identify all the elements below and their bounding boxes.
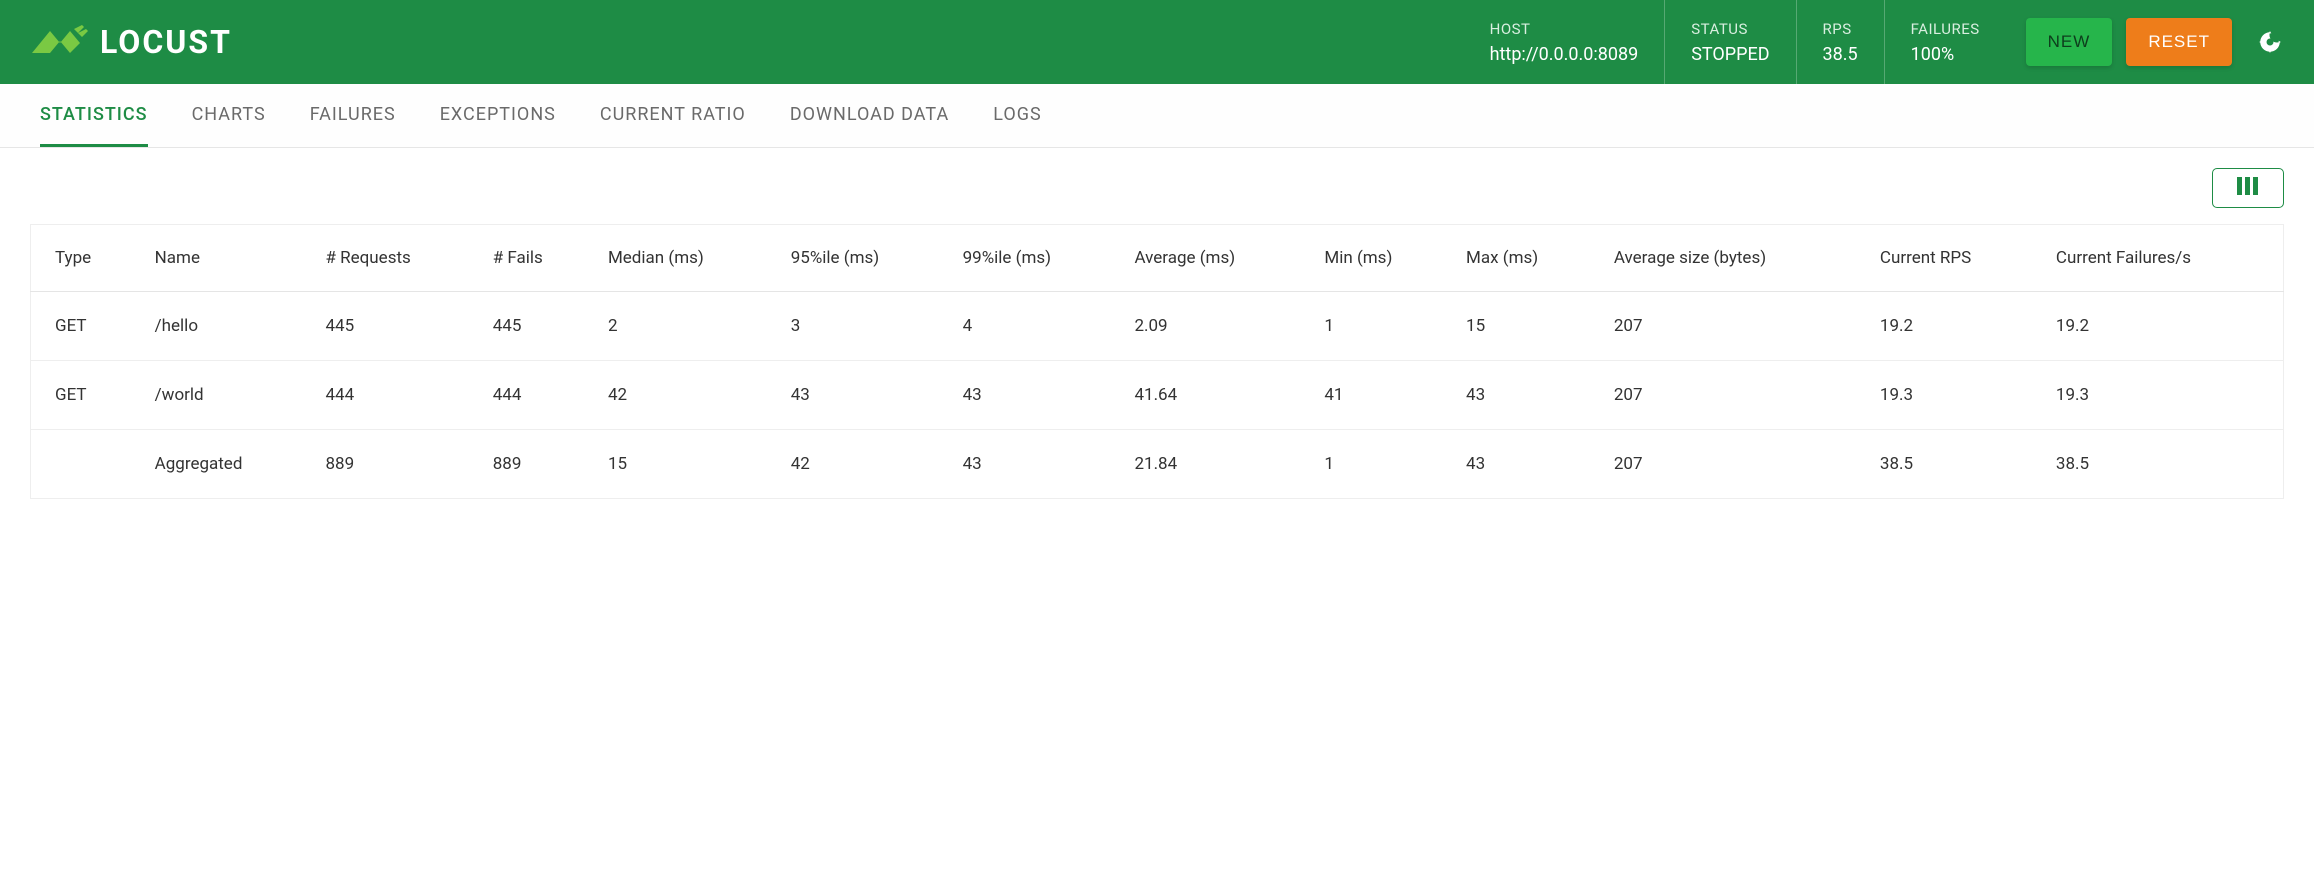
col-min[interactable]: Min (ms) [1310,225,1452,292]
stat-status: STATUS STOPPED [1665,0,1796,84]
stat-rps: RPS 38.5 [1797,0,1885,84]
cell-type: GET [31,292,141,361]
cell-current_rps: 38.5 [1866,430,2042,499]
stat-host-label: HOST [1490,20,1639,38]
stat-status-value: STOPPED [1691,44,1769,65]
col-requests[interactable]: # Requests [311,225,478,292]
tab-failures[interactable]: FAILURES [310,84,396,147]
cell-name: /hello [141,292,312,361]
stat-failures-label: FAILURES [1911,20,1980,38]
columns-button[interactable] [2212,168,2284,208]
cell-current_rps: 19.2 [1866,292,2042,361]
stat-status-label: STATUS [1691,20,1769,38]
header-stats: HOST http://0.0.0.0:8089 STATUS STOPPED … [1464,0,2006,84]
tab-charts[interactable]: CHARTS [192,84,266,147]
tab-download-data[interactable]: DOWNLOAD DATA [790,84,949,147]
table-row: GET/world44444442434341.64414320719.319.… [31,361,2284,430]
cell-avg_size: 207 [1600,292,1866,361]
cell-max: 43 [1452,430,1600,499]
cell-max: 43 [1452,361,1600,430]
table-row: Aggregated88988915424321.8414320738.538.… [31,430,2284,499]
cell-name: /world [141,361,312,430]
cell-p99: 43 [949,361,1121,430]
col-p95[interactable]: 95%ile (ms) [777,225,949,292]
col-avg[interactable]: Average (ms) [1120,225,1310,292]
content-area: Type Name # Requests # Fails Median (ms)… [0,148,2314,529]
tabs-bar: STATISTICS CHARTS FAILURES EXCEPTIONS CU… [0,84,2314,148]
table-row: GET/hello4454452342.0911520719.219.2 [31,292,2284,361]
cell-fails: 889 [479,430,594,499]
table-toolbar [30,168,2284,208]
brand-name: LOCUST [100,23,232,61]
logo: LOCUST [30,23,232,61]
cell-current_fails: 38.5 [2042,430,2284,499]
cell-fails: 444 [479,361,594,430]
cell-min: 1 [1310,430,1452,499]
cell-p99: 43 [949,430,1121,499]
cell-min: 1 [1310,292,1452,361]
col-name[interactable]: Name [141,225,312,292]
reset-button[interactable]: RESET [2126,18,2232,66]
cell-requests: 444 [311,361,478,430]
col-p99[interactable]: 99%ile (ms) [949,225,1121,292]
cell-median: 2 [594,292,777,361]
col-current-fails[interactable]: Current Failures/s [2042,225,2284,292]
tab-statistics[interactable]: STATISTICS [40,84,148,147]
cell-current_fails: 19.3 [2042,361,2284,430]
cell-p95: 42 [777,430,949,499]
col-fails[interactable]: # Fails [479,225,594,292]
cell-name: Aggregated [141,430,312,499]
cell-median: 42 [594,361,777,430]
col-max[interactable]: Max (ms) [1452,225,1600,292]
cell-fails: 445 [479,292,594,361]
stat-rps-value: 38.5 [1823,44,1858,65]
cell-avg: 21.84 [1120,430,1310,499]
cell-type: GET [31,361,141,430]
cell-median: 15 [594,430,777,499]
cell-current_rps: 19.3 [1866,361,2042,430]
stat-host: HOST http://0.0.0.0:8089 [1464,0,1666,84]
columns-icon [2237,177,2259,199]
col-median[interactable]: Median (ms) [594,225,777,292]
locust-logo-icon [30,23,88,61]
cell-min: 41 [1310,361,1452,430]
cell-avg: 2.09 [1120,292,1310,361]
tab-exceptions[interactable]: EXCEPTIONS [440,84,556,147]
cell-max: 15 [1452,292,1600,361]
cell-avg_size: 207 [1600,361,1866,430]
cell-p95: 3 [777,292,949,361]
stat-rps-label: RPS [1823,20,1858,38]
tab-logs[interactable]: LOGS [993,84,1041,147]
cell-current_fails: 19.2 [2042,292,2284,361]
theme-toggle-icon[interactable] [2256,28,2284,56]
tab-current-ratio[interactable]: CURRENT RATIO [600,84,746,147]
col-current-rps[interactable]: Current RPS [1866,225,2042,292]
stat-host-value: http://0.0.0.0:8089 [1490,44,1639,65]
cell-avg: 41.64 [1120,361,1310,430]
cell-p95: 43 [777,361,949,430]
new-button[interactable]: NEW [2026,18,2113,66]
col-avg-size[interactable]: Average size (bytes) [1600,225,1866,292]
app-header: LOCUST HOST http://0.0.0.0:8089 STATUS S… [0,0,2314,84]
stat-failures: FAILURES 100% [1885,0,2006,84]
stat-failures-value: 100% [1911,44,1980,65]
cell-requests: 445 [311,292,478,361]
header-actions: NEW RESET [2026,18,2284,66]
cell-requests: 889 [311,430,478,499]
cell-p99: 4 [949,292,1121,361]
stats-table: Type Name # Requests # Fails Median (ms)… [30,224,2284,499]
table-header-row: Type Name # Requests # Fails Median (ms)… [31,225,2284,292]
cell-type [31,430,141,499]
col-type[interactable]: Type [31,225,141,292]
cell-avg_size: 207 [1600,430,1866,499]
